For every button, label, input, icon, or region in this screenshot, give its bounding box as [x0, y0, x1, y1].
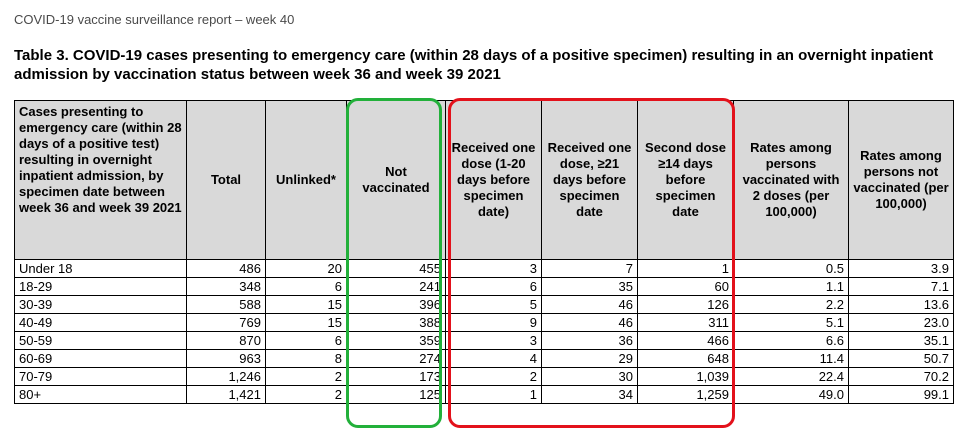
unlinked-cell: 20 — [265, 259, 347, 278]
table-row: 40-49 769 15 388 9 46 311 5.1 23.0 — [14, 313, 954, 332]
column-header-not-vaccinated: Not vaccinated — [346, 100, 446, 260]
unlinked-cell: 2 — [265, 367, 347, 386]
unlinked-cell: 8 — [265, 349, 347, 368]
one-dose-21-cell: 46 — [541, 313, 638, 332]
second-dose-cell: 1,039 — [637, 367, 734, 386]
age-group-cell: 30-39 — [14, 295, 187, 314]
second-dose-cell: 1,259 — [637, 385, 734, 404]
one-dose-21-cell: 36 — [541, 331, 638, 350]
rate-vaccinated-cell: 22.4 — [733, 367, 849, 386]
one-dose-21-cell: 29 — [541, 349, 638, 368]
one-dose-1-20-cell: 1 — [445, 385, 542, 404]
rate-vaccinated-cell: 11.4 — [733, 349, 849, 368]
second-dose-cell: 126 — [637, 295, 734, 314]
column-header-one-dose-21-days: Received one dose, ≥21 days before speci… — [541, 100, 638, 260]
one-dose-1-20-cell: 4 — [445, 349, 542, 368]
not-vaccinated-cell: 359 — [346, 331, 446, 350]
rate-not-vaccinated-cell: 99.1 — [848, 385, 954, 404]
table-row: Under 18 486 20 455 3 7 1 0.5 3.9 — [14, 259, 954, 278]
one-dose-21-cell: 34 — [541, 385, 638, 404]
table-title: Table 3. COVID-19 cases presenting to em… — [14, 47, 934, 83]
age-group-cell: 70-79 — [14, 367, 187, 386]
rate-vaccinated-cell: 0.5 — [733, 259, 849, 278]
table-row: 60-69 963 8 274 4 29 648 11.4 50.7 — [14, 349, 954, 368]
not-vaccinated-cell: 274 — [346, 349, 446, 368]
age-group-cell: 18-29 — [14, 277, 187, 296]
report-header: COVID-19 vaccine surveillance report – w… — [14, 12, 295, 27]
second-dose-cell: 311 — [637, 313, 734, 332]
one-dose-21-cell: 35 — [541, 277, 638, 296]
unlinked-cell: 15 — [265, 313, 347, 332]
table-row: 18-29 348 6 241 6 35 60 1.1 7.1 — [14, 277, 954, 296]
rate-not-vaccinated-cell: 70.2 — [848, 367, 954, 386]
rate-not-vaccinated-cell: 7.1 — [848, 277, 954, 296]
column-header-one-dose-1-20-days: Received one dose (1-20 days before spec… — [445, 100, 542, 260]
age-group-cell: Under 18 — [14, 259, 187, 278]
table-row: 80+ 1,421 2 125 1 34 1,259 49.0 99.1 — [14, 385, 954, 404]
column-header-rate-vaccinated: Rates among persons vaccinated with 2 do… — [733, 100, 849, 260]
unlinked-cell: 15 — [265, 295, 347, 314]
age-group-cell: 40-49 — [14, 313, 187, 332]
one-dose-1-20-cell: 5 — [445, 295, 542, 314]
one-dose-1-20-cell: 3 — [445, 259, 542, 278]
rate-vaccinated-cell: 5.1 — [733, 313, 849, 332]
cases-table: Cases presenting to emergency care (with… — [14, 100, 954, 404]
column-header-unlinked: Unlinked* — [265, 100, 347, 260]
one-dose-1-20-cell: 6 — [445, 277, 542, 296]
second-dose-cell: 648 — [637, 349, 734, 368]
not-vaccinated-cell: 455 — [346, 259, 446, 278]
one-dose-1-20-cell: 2 — [445, 367, 542, 386]
age-group-cell: 60-69 — [14, 349, 187, 368]
not-vaccinated-cell: 396 — [346, 295, 446, 314]
unlinked-cell: 2 — [265, 385, 347, 404]
table-row: 70-79 1,246 2 173 2 30 1,039 22.4 70.2 — [14, 367, 954, 386]
table-row: 30-39 588 15 396 5 46 126 2.2 13.6 — [14, 295, 954, 314]
rate-not-vaccinated-cell: 13.6 — [848, 295, 954, 314]
one-dose-1-20-cell: 3 — [445, 331, 542, 350]
rate-vaccinated-cell: 1.1 — [733, 277, 849, 296]
total-cell: 963 — [186, 349, 266, 368]
one-dose-21-cell: 7 — [541, 259, 638, 278]
second-dose-cell: 1 — [637, 259, 734, 278]
not-vaccinated-cell: 241 — [346, 277, 446, 296]
rate-not-vaccinated-cell: 3.9 — [848, 259, 954, 278]
unlinked-cell: 6 — [265, 331, 347, 350]
total-cell: 1,246 — [186, 367, 266, 386]
table-header-row: Cases presenting to emergency care (with… — [14, 100, 954, 260]
unlinked-cell: 6 — [265, 277, 347, 296]
second-dose-cell: 466 — [637, 331, 734, 350]
age-group-cell: 80+ — [14, 385, 187, 404]
column-header-cases: Cases presenting to emergency care (with… — [14, 100, 187, 260]
one-dose-21-cell: 30 — [541, 367, 638, 386]
not-vaccinated-cell: 125 — [346, 385, 446, 404]
rate-not-vaccinated-cell: 50.7 — [848, 349, 954, 368]
column-header-total: Total — [186, 100, 266, 260]
rate-not-vaccinated-cell: 35.1 — [848, 331, 954, 350]
not-vaccinated-cell: 388 — [346, 313, 446, 332]
not-vaccinated-cell: 173 — [346, 367, 446, 386]
total-cell: 486 — [186, 259, 266, 278]
second-dose-cell: 60 — [637, 277, 734, 296]
total-cell: 1,421 — [186, 385, 266, 404]
total-cell: 769 — [186, 313, 266, 332]
column-header-second-dose: Second dose ≥14 days before specimen dat… — [637, 100, 734, 260]
one-dose-21-cell: 46 — [541, 295, 638, 314]
rate-vaccinated-cell: 49.0 — [733, 385, 849, 404]
total-cell: 588 — [186, 295, 266, 314]
rate-vaccinated-cell: 2.2 — [733, 295, 849, 314]
total-cell: 348 — [186, 277, 266, 296]
rate-not-vaccinated-cell: 23.0 — [848, 313, 954, 332]
table-row: 50-59 870 6 359 3 36 466 6.6 35.1 — [14, 331, 954, 350]
one-dose-1-20-cell: 9 — [445, 313, 542, 332]
column-header-rate-not-vaccinated: Rates among persons not vaccinated (per … — [848, 100, 954, 260]
rate-vaccinated-cell: 6.6 — [733, 331, 849, 350]
age-group-cell: 50-59 — [14, 331, 187, 350]
total-cell: 870 — [186, 331, 266, 350]
